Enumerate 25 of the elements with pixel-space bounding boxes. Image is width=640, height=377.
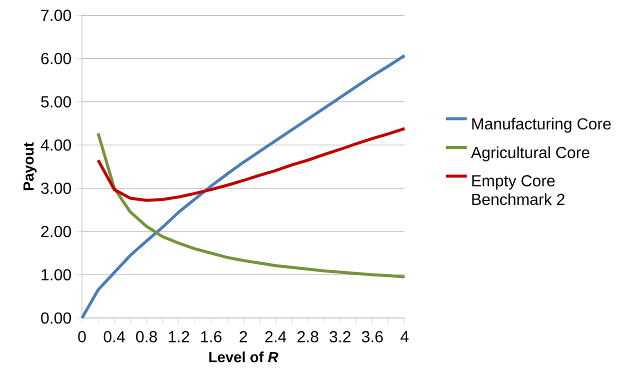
legend-label: Empty Core Benchmark 2 xyxy=(472,175,564,206)
y-tick-label: 0.00 xyxy=(41,312,71,324)
legend-label: Agricultural Core xyxy=(470,146,590,162)
y-tick-label: 4.00 xyxy=(40,139,71,151)
y-tick-label: 2.00 xyxy=(41,226,71,238)
y-tick-label: 7.00 xyxy=(41,10,71,21)
y-axis-title: Payout xyxy=(24,142,37,190)
x-tick-label: 4 xyxy=(400,331,409,342)
x-tick-label: 3.6 xyxy=(362,331,383,342)
x-tick-label: 0.4 xyxy=(104,331,125,342)
line-series xyxy=(96,127,406,202)
x-tick-label: 1.6 xyxy=(201,331,222,342)
x-tick-label: 2.8 xyxy=(298,331,318,342)
x-tick-label: 2 xyxy=(240,331,247,342)
y-tick-label: 3.00 xyxy=(41,182,71,194)
x-tick-label: 2.4 xyxy=(265,331,286,342)
y-tick-label: 5.00 xyxy=(41,96,71,108)
x-tick-label: 3.2 xyxy=(330,331,350,342)
legend-label: Manufacturing Core xyxy=(472,118,611,133)
x-tick-label: 0 xyxy=(78,331,86,342)
x-tick-label: 1.2 xyxy=(168,331,190,342)
y-tick-label: 1.00 xyxy=(42,269,71,280)
x-tick-label: 0.8 xyxy=(136,331,157,342)
x-axis-title: Level of R xyxy=(209,352,278,362)
y-tick-label: 6.00 xyxy=(41,52,71,64)
